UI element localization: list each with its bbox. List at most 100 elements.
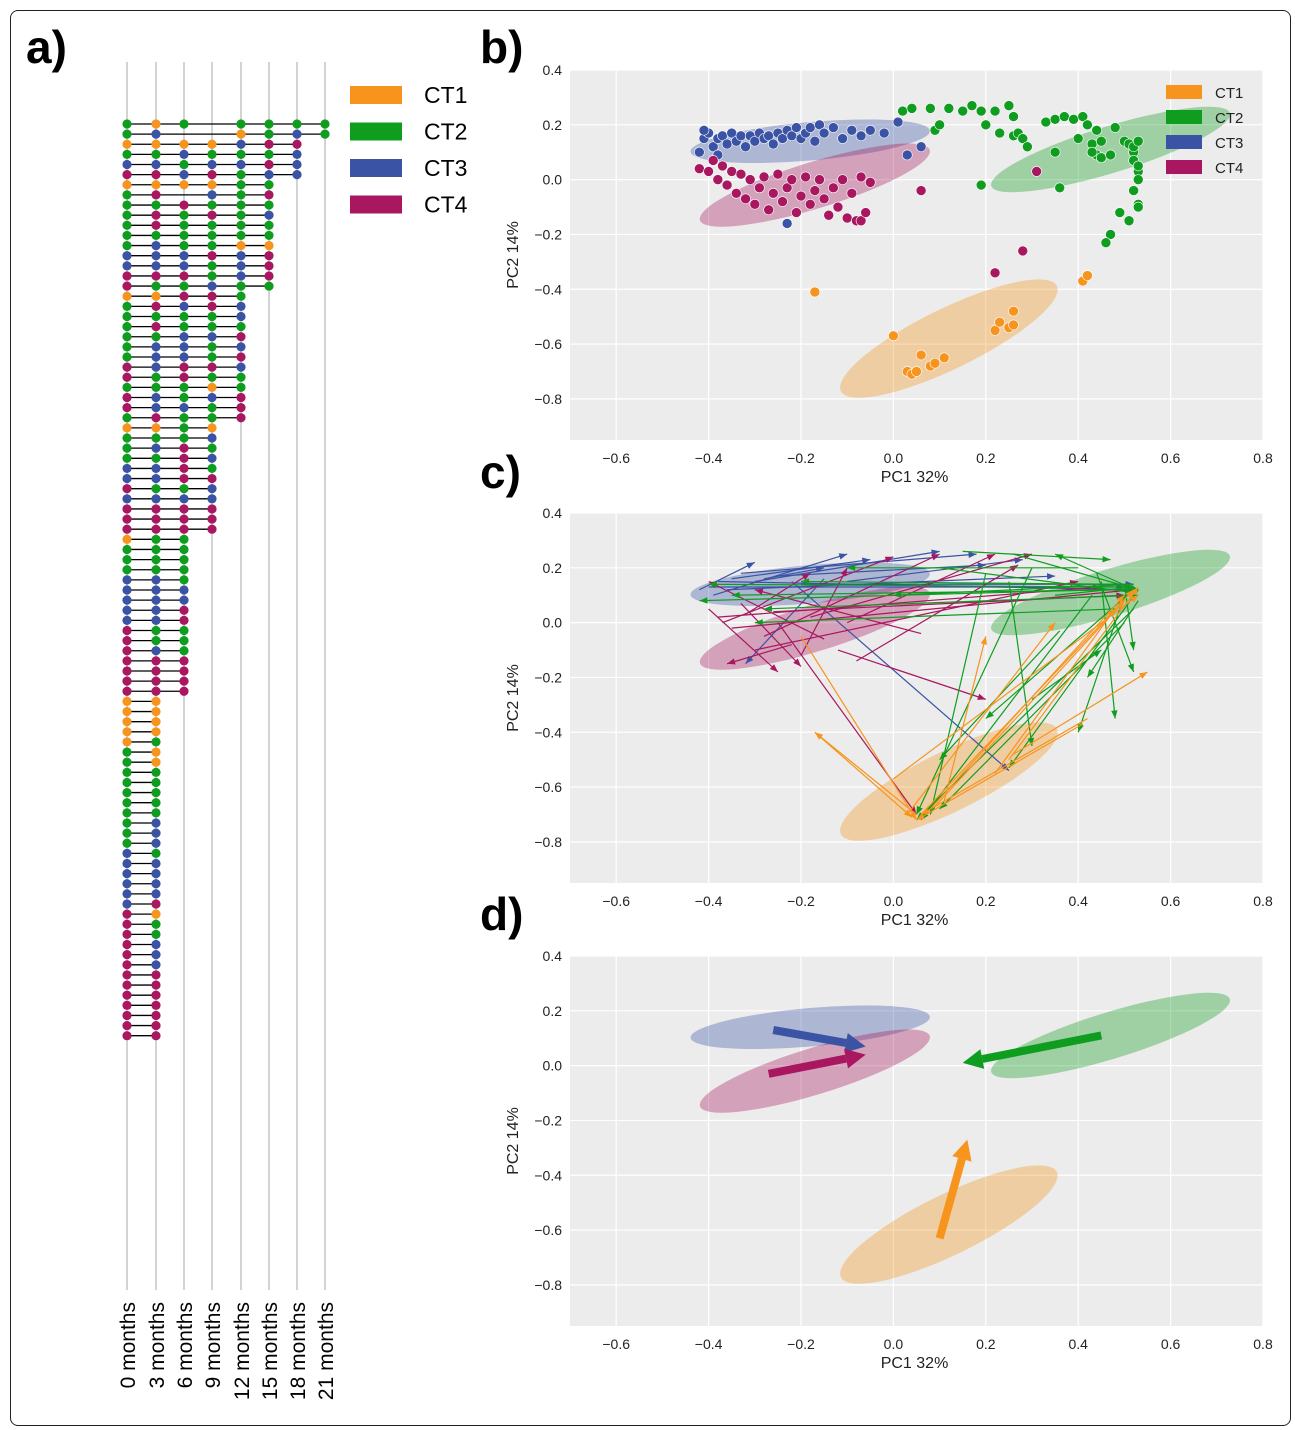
patient-sample-dot xyxy=(179,605,189,615)
scatter-point-ct2 xyxy=(1100,237,1112,248)
scatter-point-ct4 xyxy=(832,201,844,213)
patient-sample-dot xyxy=(236,392,246,403)
patient-sample-dot xyxy=(122,291,132,301)
patient-sample-dot xyxy=(151,129,161,139)
patient-sample-dot xyxy=(264,129,274,139)
patient-sample-dot xyxy=(122,858,132,869)
transition-head xyxy=(699,597,708,604)
patient-sample-dot xyxy=(151,575,161,585)
patient-sample-dot xyxy=(151,494,161,504)
patient-sample-dot xyxy=(122,706,132,717)
scatter-point-ct3 xyxy=(781,218,793,229)
patient-sample-dot xyxy=(179,332,189,342)
transition-arrow-ct4 xyxy=(837,649,986,700)
patient-sample-dot xyxy=(122,494,132,504)
transition-shaft xyxy=(920,718,1088,816)
patient-sample-dot xyxy=(151,858,161,869)
scatter-point-ct1 xyxy=(929,357,941,369)
transition-arrow-ct2 xyxy=(1123,584,1136,651)
scatter-point-ct4 xyxy=(855,215,867,227)
scatter-point-ct1 xyxy=(911,366,922,377)
scatter-point-ct2 xyxy=(975,179,987,191)
scatter-point-ct2 xyxy=(1068,114,1079,125)
transition-shaft xyxy=(754,589,922,635)
patient-sample-dot xyxy=(122,453,132,463)
patient-sample-dot xyxy=(151,818,161,828)
patient-sample-dot xyxy=(292,159,302,170)
patient-sample-dot xyxy=(179,565,189,575)
patient-sample-dot xyxy=(151,615,161,625)
patient-sample-dot xyxy=(207,311,217,322)
mean-arrow-shaft xyxy=(772,1026,847,1047)
transition-shaft xyxy=(846,553,996,624)
patient-sample-dot xyxy=(179,595,189,605)
patient-sample-dot xyxy=(151,514,161,524)
transition-shaft xyxy=(1008,581,1033,747)
patient-sample-dot xyxy=(122,869,132,879)
patient-sample-dot xyxy=(151,534,161,544)
patient-sample-dot xyxy=(122,909,132,919)
scatter-point-ct2 xyxy=(906,103,918,114)
transition-shaft xyxy=(893,594,1139,780)
legend-swatch xyxy=(350,122,402,141)
patient-sample-dot xyxy=(207,524,217,534)
patient-sample-dot xyxy=(264,159,274,170)
y-tick-label: 0.0 xyxy=(543,172,563,188)
patient-sample-dot xyxy=(151,737,161,747)
patient-sample-dot xyxy=(122,808,132,818)
transition-shaft xyxy=(754,550,940,583)
transition-head xyxy=(977,693,986,700)
transition-shaft xyxy=(962,550,1111,561)
patient-sample-dot xyxy=(151,909,161,919)
patient-sample-dot xyxy=(292,129,302,139)
legend-swatch xyxy=(1166,160,1202,174)
patient-sample-dot xyxy=(122,119,132,129)
transition-arrow-ct3 xyxy=(754,549,940,583)
transition-shaft xyxy=(1055,586,1134,596)
patient-sample-dot xyxy=(122,433,132,443)
patient-sample-dot xyxy=(151,970,161,980)
patient-sample-dot xyxy=(151,352,161,362)
patient-sample-dot xyxy=(122,1031,132,1041)
patient-sample-dot xyxy=(236,332,246,342)
timepoint-label: 9 months xyxy=(202,1302,225,1388)
patient-sample-dot xyxy=(122,554,132,565)
patient-sample-dot xyxy=(207,473,217,484)
patient-sample-dot xyxy=(179,220,189,230)
mean-arrow-head xyxy=(844,1033,866,1053)
cluster-ellipse-ct2 xyxy=(991,106,1231,193)
y-axis-label: PC2 14% xyxy=(505,221,522,289)
patient-sample-dot xyxy=(179,575,189,585)
patient-sample-dot xyxy=(122,504,132,514)
patient-sample-dot xyxy=(264,251,274,261)
transition-shaft xyxy=(708,580,825,640)
patient-sample-dot xyxy=(151,200,161,210)
scatter-point-ct4 xyxy=(767,188,779,199)
scatter-point-ct3 xyxy=(818,127,830,139)
patient-sample-dot xyxy=(122,1000,132,1010)
patient-sample-dot xyxy=(122,818,132,828)
scatter-point-ct3 xyxy=(694,146,705,158)
patient-sample-dot xyxy=(179,200,189,210)
patient-sample-dot xyxy=(122,737,132,747)
patient-sample-dot xyxy=(122,544,132,555)
patient-sample-dot xyxy=(236,271,246,281)
scatter-point-ct4 xyxy=(721,179,733,191)
patient-sample-dot xyxy=(122,727,132,737)
patient-sample-dot xyxy=(151,666,161,676)
patient-sample-dot xyxy=(236,139,246,149)
patient-sample-dot xyxy=(122,220,132,230)
transition-head xyxy=(1111,710,1118,719)
scatter-point-ct2 xyxy=(1109,122,1121,133)
patient-sample-dot xyxy=(179,382,189,392)
timeline-panel: 0 months 3 months 6 months 9 months 12 month… xyxy=(117,62,468,1400)
patient-sample-dot xyxy=(236,413,246,423)
transition-head xyxy=(731,591,740,599)
patient-sample-dot xyxy=(122,524,132,534)
transition-shaft xyxy=(893,583,1134,596)
timepoint-label: 21 months xyxy=(315,1302,338,1400)
transition-shaft xyxy=(791,581,1010,772)
patient-sample-dot xyxy=(179,352,189,362)
patient-sample-dot xyxy=(122,919,132,929)
transition-head xyxy=(893,591,902,599)
